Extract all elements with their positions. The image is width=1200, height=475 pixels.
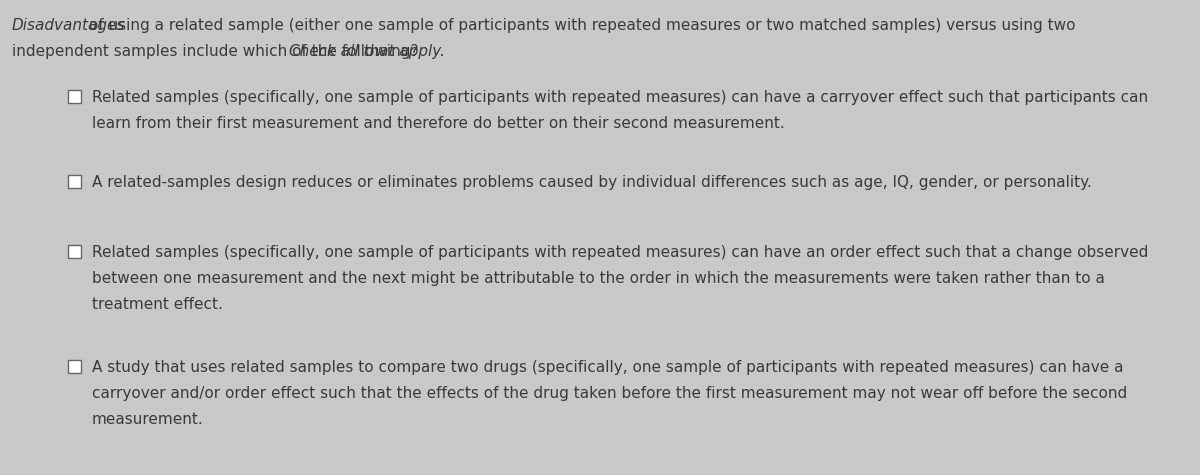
Text: learn from their first measurement and therefore do better on their second measu: learn from their first measurement and t…	[92, 116, 785, 131]
Text: treatment effect.: treatment effect.	[92, 297, 223, 312]
Text: A related-samples design reduces or eliminates problems caused by individual dif: A related-samples design reduces or elim…	[92, 175, 1092, 190]
Bar	[68, 245, 82, 258]
Text: of using a related sample (either one sample of participants with repeated measu: of using a related sample (either one sa…	[84, 18, 1075, 33]
Text: independent samples include which of the following?: independent samples include which of the…	[12, 44, 424, 59]
Bar	[68, 90, 82, 103]
Text: Related samples (specifically, one sample of participants with repeated measures: Related samples (specifically, one sampl…	[92, 90, 1148, 105]
Bar	[68, 175, 82, 188]
Text: between one measurement and the next might be attributable to the order in which: between one measurement and the next mig…	[92, 271, 1105, 286]
Text: Disadvantages: Disadvantages	[12, 18, 125, 33]
Text: measurement.: measurement.	[92, 412, 204, 427]
Text: A study that uses related samples to compare two drugs (specifically, one sample: A study that uses related samples to com…	[92, 360, 1123, 375]
Text: Related samples (specifically, one sample of participants with repeated measures: Related samples (specifically, one sampl…	[92, 245, 1148, 260]
Bar	[68, 360, 82, 373]
Text: carryover and/or order effect such that the effects of the drug taken before the: carryover and/or order effect such that …	[92, 386, 1127, 401]
Text: Check all that apply.: Check all that apply.	[289, 44, 445, 59]
